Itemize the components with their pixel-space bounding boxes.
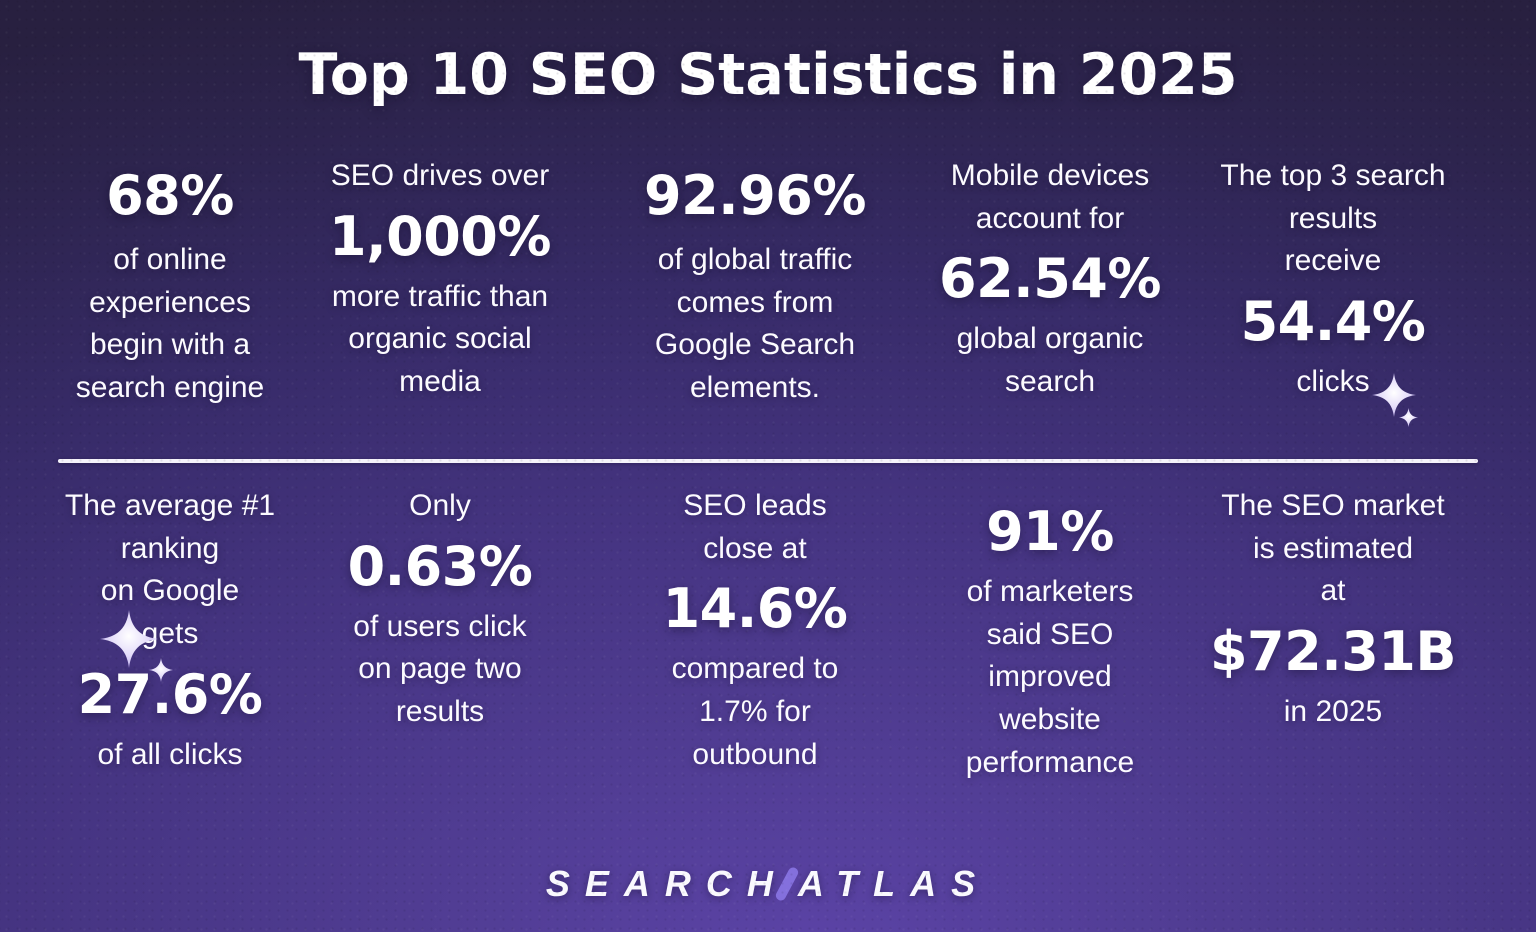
stat-block-5: The top 3 search results receive 54.4% c… xyxy=(1220,155,1446,427)
stat-2-description: more traffic than organic social media xyxy=(331,279,549,398)
stat-5-value: 54.4% xyxy=(1240,290,1426,354)
page-title: Top 10 SEO Statistics in 2025 xyxy=(298,42,1238,108)
horizontal-divider xyxy=(58,459,1478,464)
stat-10-value: $72.31B xyxy=(1209,620,1457,684)
stat-block-7: Only 0.63% of users click on page two re… xyxy=(348,485,533,733)
stat-2-value: 1,000% xyxy=(329,204,551,268)
stat-4-lead: Mobile devices account for xyxy=(950,159,1150,235)
stat-1-value: 68% xyxy=(106,164,234,228)
stat-4-description: global organic search xyxy=(956,322,1144,398)
sparkle-icon xyxy=(1371,372,1416,417)
stat-6-description: of all clicks xyxy=(97,737,243,771)
stat-8-lead: SEO leads close at xyxy=(683,489,827,565)
stat-6-value-wrap: 27.6% xyxy=(77,609,263,734)
stat-block-1: 68% of online experiences begin with a s… xyxy=(76,155,264,409)
sparkle-icon xyxy=(1398,407,1418,427)
stats-row-top: 68% of online experiences begin with a s… xyxy=(0,155,1536,459)
stat-5-description-wrap: clicks xyxy=(1296,361,1418,427)
stat-block-2: SEO drives over 1,000% more traffic than… xyxy=(329,155,551,403)
stat-block-10: The SEO market is estimated at $72.31B i… xyxy=(1209,485,1457,733)
stat-block-3: 92.96% of global traffic comes from Goog… xyxy=(644,155,866,409)
stat-2-lead: SEO drives over xyxy=(330,159,550,193)
stat-block-4: Mobile devices account for 62.54% global… xyxy=(939,155,1161,403)
stat-block-8: SEO leads close at 14.6% compared to 1.7… xyxy=(663,485,848,776)
stat-9-description: of marketers said SEO improved website p… xyxy=(965,575,1135,779)
stats-row-bottom: The average #1 ranking on Google gets 27… xyxy=(0,485,1536,825)
stat-3-description: of global traffic comes from Google Sear… xyxy=(654,243,856,404)
stat-7-description: of users click on page two results xyxy=(353,609,527,728)
stat-block-6: The average #1 ranking on Google gets 27… xyxy=(65,485,275,776)
stat-9-value: 91% xyxy=(986,500,1114,564)
stat-1-description: of online experiences begin with a searc… xyxy=(75,243,265,404)
logo-word-atlas: ATLAS xyxy=(797,863,991,905)
stat-6-lead: The average #1 ranking on Google gets xyxy=(64,489,276,651)
stat-5-description: clicks xyxy=(1296,364,1370,398)
stat-7-lead: Only xyxy=(409,489,471,523)
logo-word-search: SEARCH xyxy=(545,863,788,905)
stat-10-lead: The SEO market is estimated at xyxy=(1221,489,1445,608)
stat-block-9: 91% of marketers said SEO improved websi… xyxy=(966,485,1134,784)
stat-6-value: 27.6% xyxy=(77,662,263,726)
stat-4-value: 62.54% xyxy=(939,247,1161,311)
stat-7-value: 0.63% xyxy=(347,534,533,598)
stat-5-lead: The top 3 search results receive xyxy=(1220,159,1446,278)
searchatlas-logo: SEARCH ATLAS xyxy=(0,863,1536,905)
stat-10-description: in 2025 xyxy=(1283,694,1383,728)
stat-8-description: compared to 1.7% for outbound xyxy=(671,652,839,771)
stat-3-value: 92.96% xyxy=(644,164,866,228)
stat-8-value: 14.6% xyxy=(662,577,848,641)
